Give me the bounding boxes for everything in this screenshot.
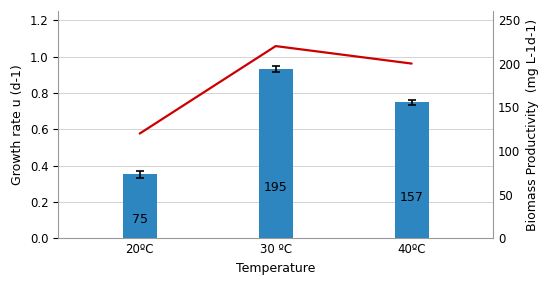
Text: 75: 75 xyxy=(131,213,148,226)
Text: 195: 195 xyxy=(264,181,288,194)
Y-axis label: Biomass Productivity  (mg L-1d-1): Biomass Productivity (mg L-1d-1) xyxy=(526,19,539,231)
Text: 157: 157 xyxy=(400,191,424,204)
Bar xyxy=(123,174,157,239)
X-axis label: Temperature: Temperature xyxy=(236,262,315,275)
Y-axis label: Growth rate u (d-1): Growth rate u (d-1) xyxy=(11,64,24,185)
Bar xyxy=(395,102,428,239)
Bar xyxy=(258,69,293,239)
